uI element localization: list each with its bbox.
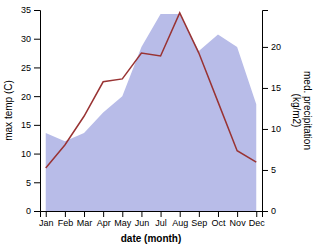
y-tick: 20: [21, 92, 40, 102]
tick-mark: [262, 211, 268, 212]
tick-mark: [34, 182, 40, 183]
tick-mark: [237, 211, 238, 217]
tick-mark: [46, 211, 47, 217]
x-tick: Jan: [39, 211, 54, 228]
tick-mark: [34, 67, 40, 68]
axis-line: [263, 11, 269, 212]
chart: Jan FebMar AprMayJun Jul AugSep Oct NovDec 0 5 10…: [0, 0, 318, 247]
y2-tick: 5: [262, 165, 276, 175]
x-tick: Apr: [97, 211, 111, 228]
x-tick: Dec: [249, 211, 266, 228]
tick-mark: [262, 170, 268, 171]
tick-mark: [180, 211, 181, 217]
tick-label: 10: [271, 124, 281, 134]
y-tick: 10: [21, 149, 40, 159]
tick-label: 15: [21, 120, 31, 130]
tick-mark: [84, 211, 85, 217]
y2-tick: 0: [262, 206, 276, 216]
tick-mark: [199, 211, 200, 217]
y-tick: 30: [21, 34, 40, 44]
tick-mark: [103, 211, 104, 217]
tick-label: Feb: [58, 218, 74, 228]
x-tick: Feb: [58, 211, 74, 228]
tick-mark: [65, 211, 66, 217]
y2-axis: 0 5 10 15 20: [262, 11, 281, 217]
y-tick: 25: [21, 63, 40, 73]
tick-label: 10: [21, 149, 31, 159]
x-tick: Jul: [155, 211, 167, 228]
x-tick: Jun: [135, 211, 150, 228]
tick-label: 35: [21, 5, 31, 15]
tick-label: Mar: [77, 218, 93, 228]
y-axis-title: max temp (C): [3, 80, 14, 141]
tick-label: 15: [271, 83, 281, 93]
tick-label: Sep: [191, 218, 207, 228]
tick-mark: [161, 211, 162, 217]
tick-mark: [256, 211, 257, 217]
temperature-line: [46, 13, 257, 168]
tick-label: Oct: [211, 218, 226, 228]
precipitation-area: [46, 14, 257, 211]
tick-label: Apr: [97, 218, 111, 228]
tick-mark: [34, 39, 40, 40]
y2-tick: 10: [262, 124, 281, 134]
tick-mark: [262, 47, 268, 48]
x-tick: Mar: [77, 211, 93, 228]
tick-label: 20: [271, 42, 281, 52]
tick-mark: [262, 129, 268, 130]
tick-label: 5: [26, 178, 31, 188]
tick-label: 25: [21, 63, 31, 73]
tick-mark: [141, 211, 142, 217]
x-tick: Oct: [211, 211, 226, 228]
tick-label: Jan: [39, 218, 54, 228]
tick-label: May: [114, 218, 132, 228]
x-tick: Sep: [191, 211, 207, 228]
x-tick: May: [114, 211, 132, 228]
title-line: (kg/m2): [291, 94, 302, 128]
y2-tick: 15: [262, 83, 281, 93]
y-tick: 0: [26, 206, 40, 216]
tick-label: Dec: [249, 218, 266, 228]
tick-mark: [34, 10, 40, 11]
tick-label: 20: [21, 92, 31, 102]
tick-mark: [34, 125, 40, 126]
tick-mark: [34, 211, 40, 212]
x-axis: Jan FebMar AprMayJun Jul AugSep Oct NovDec: [39, 211, 265, 228]
plot-area: [46, 13, 257, 211]
tick-mark: [34, 154, 40, 155]
y-axis: 0 5 10 15 20 25 30 35: [21, 5, 41, 216]
y-tick: 5: [26, 178, 40, 188]
tick-mark: [262, 88, 268, 89]
tick-label: Aug: [172, 218, 188, 228]
tick-mark: [34, 96, 40, 97]
y2-tick: 20: [262, 42, 281, 52]
y-tick: 15: [21, 120, 40, 130]
x-axis-title: date (month): [121, 233, 182, 244]
y-tick: 35: [21, 5, 40, 15]
axis-line: [34, 11, 41, 212]
y2-axis-title: med. precipitation(kg/m2): [291, 71, 314, 150]
tick-label: Jul: [155, 218, 167, 228]
tick-label: 5: [271, 165, 276, 175]
tick-label: 30: [21, 34, 31, 44]
tick-label: Jun: [135, 218, 150, 228]
title-line: med. precipitation: [302, 71, 313, 150]
x-tick: Nov: [230, 211, 247, 228]
x-tick: Aug: [172, 211, 188, 228]
tick-label: 0: [26, 206, 31, 216]
tick-mark: [218, 211, 219, 217]
tick-label: 0: [271, 206, 276, 216]
tick-label: Nov: [230, 218, 247, 228]
tick-mark: [122, 211, 123, 217]
axis-line: [41, 212, 263, 218]
